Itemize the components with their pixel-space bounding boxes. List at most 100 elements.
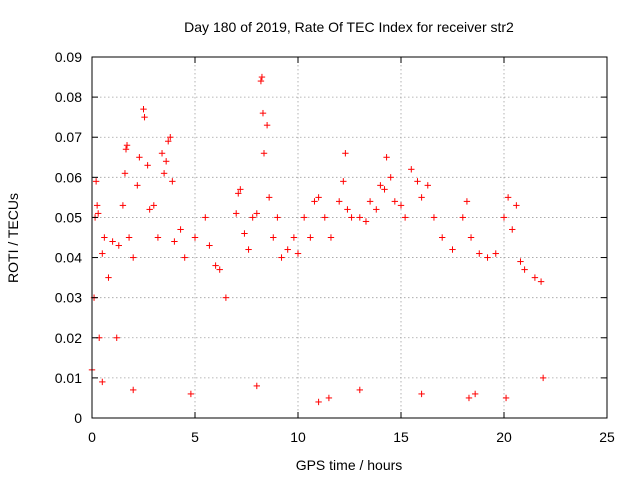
data-point	[471, 390, 479, 398]
grid-lines	[92, 57, 607, 418]
data-point	[531, 274, 539, 281]
data-point	[311, 198, 318, 205]
y-axis-ticks: 0 0.01 0.02 0.03 0.04 0.05 0.06 0.07 0.08 0.09	[55, 49, 607, 426]
data-point	[418, 390, 425, 398]
y-tick-label: 0.06	[55, 169, 82, 185]
data-point	[307, 234, 314, 241]
data-point	[521, 266, 528, 273]
data-point	[290, 234, 298, 241]
data-point	[140, 105, 147, 113]
data-point	[134, 182, 141, 189]
data-point	[414, 178, 421, 185]
data-point	[130, 254, 137, 261]
data-point	[99, 250, 106, 257]
data-point	[315, 398, 322, 406]
x-tick-label: 20	[496, 429, 512, 445]
data-point	[253, 210, 260, 217]
data-point	[253, 382, 260, 390]
x-tick-label: 5	[191, 429, 199, 445]
data-point	[169, 178, 176, 185]
data-point	[171, 238, 178, 245]
data-point	[336, 198, 343, 205]
data-point	[260, 150, 268, 157]
data-point	[235, 190, 242, 197]
x-tick-label: 0	[88, 429, 96, 445]
data-point	[270, 234, 277, 241]
data-point	[154, 234, 162, 241]
data-point	[94, 210, 102, 217]
data-point	[517, 258, 524, 265]
data-point	[119, 202, 127, 209]
data-point	[430, 214, 438, 221]
data-point	[397, 202, 405, 209]
data-point	[539, 374, 547, 382]
data-point	[362, 218, 370, 225]
chart-title: Day 180 of 2019, Rate Of TEC Index for r…	[184, 19, 514, 35]
y-tick-label: 0	[74, 410, 82, 426]
data-point	[383, 154, 390, 161]
data-point	[206, 242, 213, 249]
data-point	[165, 138, 172, 145]
data-point	[356, 214, 363, 221]
data-point	[315, 194, 322, 201]
data-point	[484, 254, 491, 261]
x-axis-ticks: 0 5 10 15 20 25	[88, 57, 615, 445]
y-tick-label: 0.02	[55, 330, 82, 346]
x-tick-label: 15	[393, 429, 409, 445]
data-point	[381, 186, 388, 193]
data-point	[109, 238, 116, 245]
data-point	[537, 278, 545, 285]
data-point	[121, 170, 129, 177]
data-point	[325, 394, 333, 402]
data-point	[259, 109, 267, 117]
data-point	[300, 214, 308, 221]
y-tick-label: 0.07	[55, 129, 82, 145]
data-point	[424, 182, 431, 189]
data-point	[150, 202, 157, 209]
data-point	[212, 262, 219, 269]
data-point	[321, 214, 328, 221]
data-point	[162, 158, 170, 165]
data-point	[504, 194, 512, 201]
data-point	[141, 113, 148, 121]
x-axis-title: GPS time / hours	[296, 457, 403, 473]
data-point	[122, 146, 130, 153]
y-tick-label: 0.03	[55, 290, 82, 306]
data-point	[144, 162, 151, 169]
data-point	[241, 230, 248, 237]
x-tick-label: 10	[290, 429, 306, 445]
data-point	[202, 214, 209, 221]
data-point	[160, 170, 168, 177]
data-point	[245, 246, 252, 253]
data-point	[233, 210, 240, 217]
data-point	[274, 214, 281, 221]
data-point	[401, 214, 409, 221]
data-point	[136, 154, 143, 161]
data-point	[93, 202, 101, 209]
data-point	[216, 266, 223, 273]
data-point	[366, 198, 374, 205]
data-point	[115, 242, 122, 249]
data-point	[257, 77, 265, 85]
data-point	[130, 386, 137, 394]
data-point	[158, 150, 166, 157]
data-point	[344, 206, 351, 213]
y-tick-label: 0.04	[55, 250, 82, 266]
data-point	[294, 250, 302, 257]
data-point	[249, 214, 256, 221]
data-point	[502, 394, 510, 402]
data-point	[408, 166, 415, 173]
data-point	[418, 194, 425, 201]
data-point	[237, 186, 244, 193]
data-point	[167, 134, 174, 141]
data-point	[459, 214, 466, 221]
data-point	[101, 234, 108, 241]
x-tick-label: 25	[599, 429, 615, 445]
data-point	[258, 73, 266, 81]
data-point	[177, 226, 184, 233]
data-point	[105, 274, 112, 281]
y-tick-label: 0.01	[55, 370, 82, 386]
plot-frame	[91, 56, 608, 419]
data-point	[373, 206, 380, 213]
